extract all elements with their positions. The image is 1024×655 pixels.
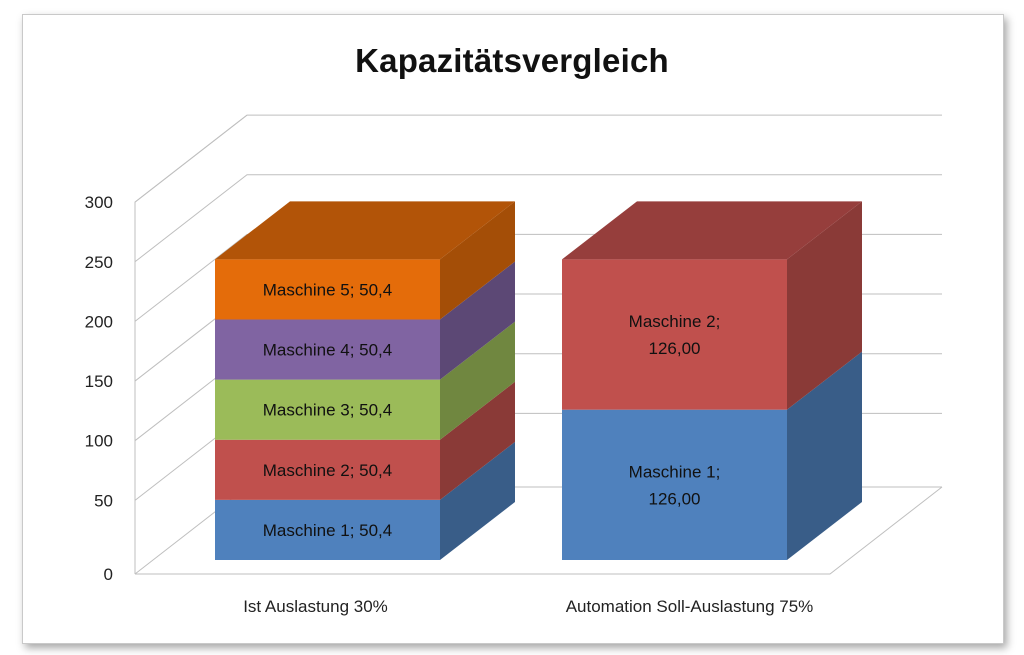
data-label-line: Maschine 2; [629, 312, 721, 331]
data-label-line: Maschine 1; 50,4 [263, 521, 392, 540]
data-label-line: Maschine 2; 50,4 [263, 461, 392, 480]
bar-segment: Maschine 2; 50,4 [215, 381, 515, 500]
data-label: Maschine 2; 50,4 [263, 461, 392, 480]
chart-title: Kapazitätsvergleich [355, 42, 669, 79]
y-axis-ticks: 0 50 100 150 200 250 300 [85, 193, 113, 584]
data-label-line: Maschine 3; 50,4 [263, 401, 392, 420]
data-label: Maschine 2; 126,00 [629, 312, 721, 358]
bar-stack: Maschine 1; 126,00 Maschine 2; 126,00 [562, 201, 862, 560]
data-label: Maschine 1; 126,00 [629, 462, 721, 508]
bar-side-face [440, 441, 515, 560]
data-label: Maschine 1; 50,4 [263, 521, 392, 540]
bar-side-face [440, 321, 515, 440]
y-tick-label: 250 [85, 253, 113, 272]
data-label: Maschine 5; 50,4 [263, 280, 392, 299]
y-tick-label: 0 [104, 565, 113, 584]
bar-segment: Maschine 1; 50,4 [215, 441, 515, 560]
bar-front-face [215, 439, 440, 500]
gridline [134, 174, 942, 263]
data-label: Maschine 4; 50,4 [263, 341, 392, 360]
bar-side-face [440, 381, 515, 500]
floor-edge [135, 486, 943, 575]
bar-segment: Maschine 3; 50,4 [215, 321, 515, 440]
data-label-line: 126,00 [649, 339, 701, 358]
gridline [134, 114, 942, 203]
bar-segment: Maschine 4; 50,4 [215, 261, 515, 380]
data-label-line: Maschine 4; 50,4 [263, 341, 392, 360]
bar-front-face [215, 379, 440, 440]
x-category-label: Automation Soll-Auslastung 75% [566, 597, 814, 616]
bars: Maschine 1; 50,4 Maschine 2; 50,4 Maschine… [215, 201, 862, 560]
bar-top-face [215, 201, 515, 260]
y-tick-label: 300 [85, 193, 113, 212]
bar-front-face [215, 259, 440, 320]
data-label-line: 126,00 [649, 489, 701, 508]
bar-stack: Maschine 1; 50,4 Maschine 2; 50,4 Maschine… [215, 201, 515, 560]
bar-front-face [215, 499, 440, 560]
y-tick-label: 100 [85, 432, 113, 451]
bar-front-face [562, 259, 787, 410]
bar-front-face [562, 409, 787, 560]
data-label: Maschine 3; 50,4 [263, 401, 392, 420]
bar-top-face [562, 201, 862, 260]
bar-front-face [215, 319, 440, 380]
bar-side-face [787, 351, 862, 560]
y-tick-label: 150 [85, 372, 113, 391]
y-tick-label: 50 [94, 491, 113, 510]
bar-side-face [440, 261, 515, 380]
bar-segment: Maschine 5; 50,4 [215, 201, 515, 320]
y-tick-label: 200 [85, 312, 113, 331]
x-category-label: Ist Auslastung 30% [243, 597, 388, 616]
bar-side-face [440, 201, 515, 320]
data-label-line: Maschine 1; [629, 462, 721, 481]
bar-segment: Maschine 1; 126,00 [562, 351, 862, 560]
x-axis-categories: Ist Auslastung 30% Automation Soll-Auslas… [243, 597, 813, 616]
bar-side-face [787, 201, 862, 410]
bar-segment: Maschine 2; 126,00 [562, 201, 862, 410]
data-label-line: Maschine 5; 50,4 [263, 280, 392, 299]
